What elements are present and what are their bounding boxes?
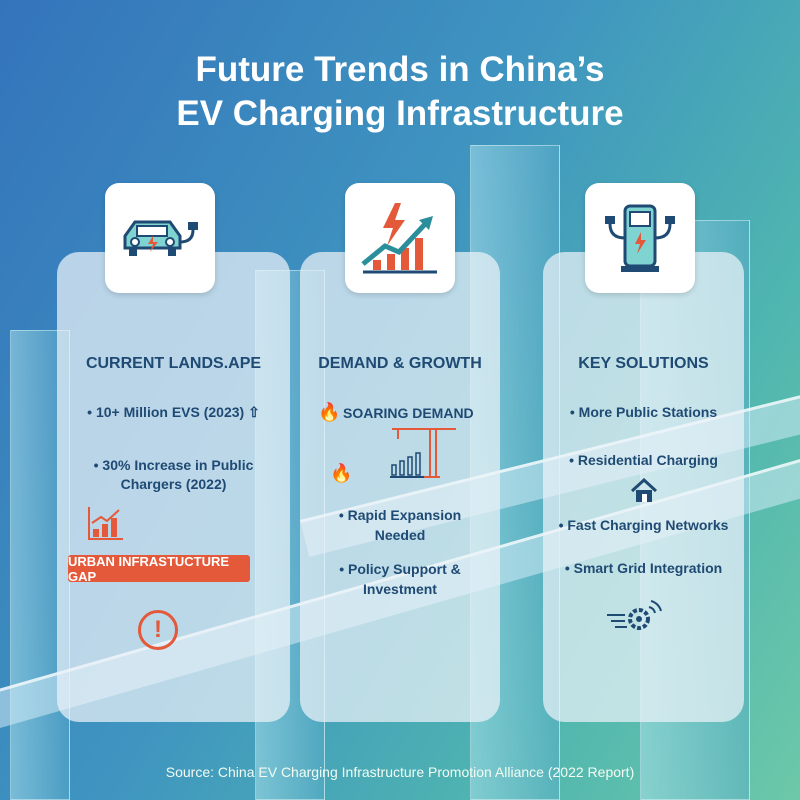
growth-chart-lightning-icon — [345, 183, 455, 293]
charging-station-icon — [585, 183, 695, 293]
card-title: DEMAND & GROWTH — [318, 355, 482, 372]
card-current-landscape — [57, 252, 290, 722]
card-title: CURRENT LANDS.APE — [85, 355, 262, 372]
card-key-solutions — [543, 252, 744, 722]
urban-infrastructure-gap-badge: URBAN INFRASTUCTURE GAP — [68, 554, 250, 584]
list-item: Policy Support & — [300, 560, 500, 579]
source-caption: Source: China EV Charging Infrastructure… — [165, 764, 635, 780]
smart-grid-gear-icon — [605, 595, 665, 640]
list-item: 30% Increase in Public — [57, 456, 290, 475]
crane-chart-icon — [390, 425, 460, 485]
card-title: KEY SOLUTIONS — [578, 355, 709, 372]
list-item: Chargers (2022) — [120, 476, 227, 492]
list-item: Rapid Expansion — [300, 506, 500, 525]
flame-icon: 🔥 — [318, 402, 341, 422]
list-item: Smart Grid Integration — [543, 559, 744, 578]
list-item: Residential Charging — [543, 451, 744, 470]
bar-chart-icon — [87, 507, 125, 546]
list-item: Needed — [374, 527, 426, 543]
arrow-up-icon: ⇧ — [248, 404, 260, 420]
home-icon — [630, 477, 658, 509]
list-item: Investment — [363, 581, 437, 597]
list-item: SOARING DEMAND — [343, 405, 474, 421]
flame-icon: 🔥 — [330, 463, 353, 483]
list-item: 10+ Million EVS (2023) ⇧ — [57, 403, 290, 422]
list-item: Fast Charging Networks — [543, 516, 744, 535]
ev-car-icon — [105, 183, 215, 293]
page-title: Future Trends in China’s EV Charging Inf… — [176, 50, 624, 133]
list-item: More Public Stations — [543, 403, 744, 422]
card-demand-growth — [300, 252, 500, 722]
warning-icon: ! — [138, 610, 178, 650]
